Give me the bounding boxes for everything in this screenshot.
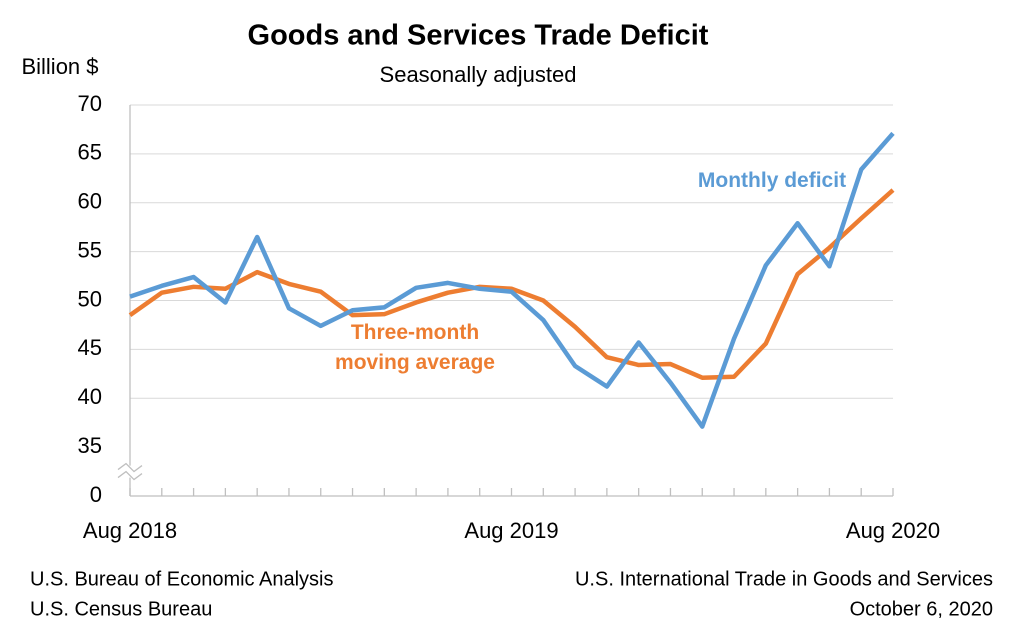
- x-tick-label: Aug 2019: [464, 518, 558, 543]
- y-tick-label: 70: [78, 91, 102, 116]
- report-date: October 6, 2020: [850, 598, 993, 620]
- series-line: [129, 131, 895, 429]
- y-tick-label: 0: [90, 482, 102, 507]
- y-tick-label: 65: [78, 140, 102, 165]
- y-tick-label: 40: [78, 384, 102, 409]
- axis-break: [117, 462, 143, 481]
- series-label: Three-month moving average: [335, 321, 495, 374]
- chart-subtitle: Seasonally adjusted: [380, 62, 577, 87]
- y-tick-label: 55: [78, 237, 102, 262]
- y-tick-label: 35: [78, 433, 102, 458]
- source: U.S. Census Bureau: [30, 598, 212, 620]
- report: U.S. International Trade in Goods and Se…: [575, 568, 993, 590]
- source: U.S. Bureau of Economic Analysis: [30, 568, 333, 590]
- y-tick-label: 50: [78, 286, 102, 311]
- y-tick-label: 60: [78, 189, 102, 214]
- series-label: Monthly deficit: [697, 169, 847, 192]
- series-line: [128, 188, 895, 380]
- x-tick-label: Aug 2018: [83, 518, 177, 543]
- chart-title: Goods and Services Trade Deficit: [248, 20, 709, 52]
- x-tick-label: Aug 2020: [846, 518, 940, 543]
- y-axis-label: Billion $: [21, 54, 98, 79]
- y-tick-label: 45: [78, 335, 102, 360]
